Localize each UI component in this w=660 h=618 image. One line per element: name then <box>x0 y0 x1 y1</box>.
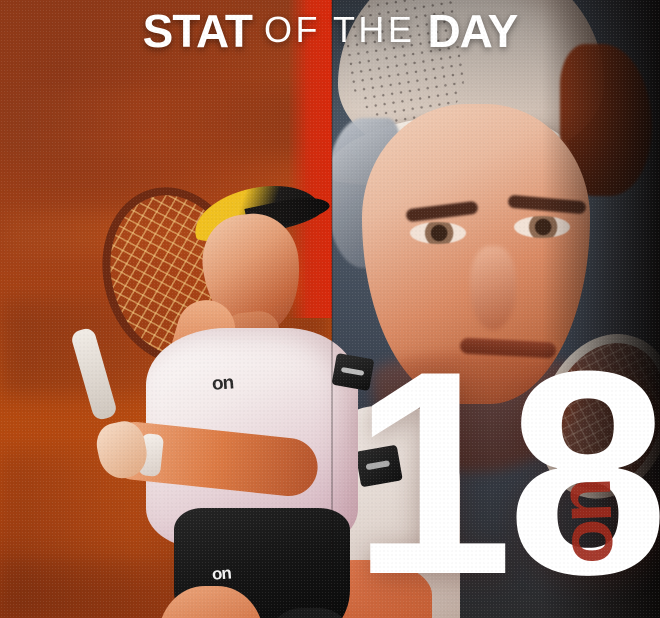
player-thigh-shadow <box>264 608 356 618</box>
on-logo-chest: on <box>211 372 234 395</box>
player-cutout-action: on on <box>69 169 396 618</box>
right-panel-portrait <box>332 0 660 618</box>
eye-left <box>410 222 466 244</box>
clay-band <box>0 88 332 158</box>
eye-right <box>514 216 570 238</box>
on-logo-shorts: on <box>211 563 232 584</box>
nose <box>470 246 516 330</box>
sleeve-sponsor-patch <box>331 352 375 392</box>
